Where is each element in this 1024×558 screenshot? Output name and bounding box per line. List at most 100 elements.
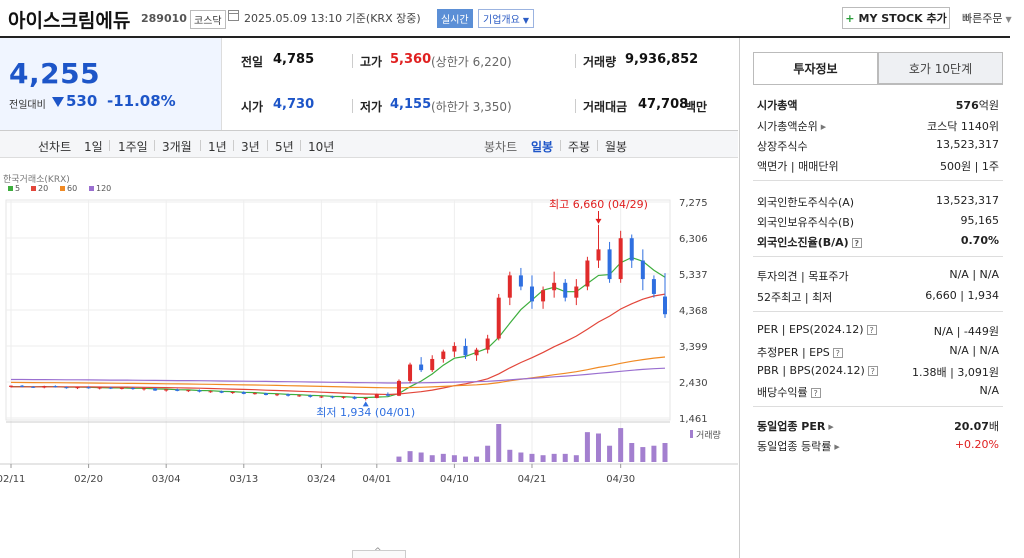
period-5y[interactable]: 5년 xyxy=(275,140,294,154)
divider xyxy=(575,99,576,113)
period-3m[interactable]: 3개월 xyxy=(162,140,192,154)
tab-invest-info[interactable]: 투자정보 xyxy=(753,52,878,84)
high-label: 고가 xyxy=(360,55,383,69)
candle-body xyxy=(507,275,512,298)
ind-per-text: 동일업종 PER xyxy=(757,420,826,433)
candle-body xyxy=(130,387,135,390)
ma-legend-label-60: 60 xyxy=(67,184,77,193)
chart-resize-handle[interactable]: ^ xyxy=(352,547,406,558)
help-icon[interactable]: ? xyxy=(866,325,877,335)
candle-body xyxy=(42,386,47,388)
x-axis: 02/11 02/20 03/04 03/13 03/24 04/01 04/10 04/21… xyxy=(0,463,738,485)
y-tick-label: 6,306 xyxy=(679,234,708,245)
tab-underline xyxy=(753,84,1003,85)
help-icon[interactable]: ? xyxy=(810,388,821,398)
volume-bar xyxy=(485,445,491,462)
candle-body xyxy=(275,394,280,396)
candle-body xyxy=(529,286,534,302)
candle-body xyxy=(164,389,169,391)
volume-bar xyxy=(474,456,480,462)
candle-body xyxy=(142,388,147,390)
company-overview-dropdown[interactable]: 기업개요 ▼ xyxy=(478,9,534,28)
period-1w[interactable]: 1주일 xyxy=(118,140,148,154)
candle-body xyxy=(629,238,634,261)
mcap-value: 576억원 xyxy=(900,97,999,113)
per-eps-value: N/A | -449원 xyxy=(933,325,999,338)
high-value: 5,360 xyxy=(390,52,432,67)
y-tick-label: 1,461 xyxy=(679,414,708,425)
opinion-label: 투자의견 xyxy=(757,270,798,283)
bps-value: 3,091원 xyxy=(957,366,999,379)
period-1y[interactable]: 1년 xyxy=(208,140,227,154)
volume-bar xyxy=(651,445,657,462)
period-daily[interactable]: 일봉 xyxy=(531,140,554,154)
period-weekly[interactable]: 주봉 xyxy=(568,140,591,154)
period-3y[interactable]: 3년 xyxy=(241,140,260,154)
help-icon[interactable]: ? xyxy=(851,238,862,248)
volume-bar xyxy=(584,432,590,462)
candle-body xyxy=(640,260,645,280)
add-mystock-button[interactable]: + MY STOCK 추가 xyxy=(842,7,950,29)
foreign-limit-value: 13,523,317 xyxy=(936,194,999,207)
price-panel xyxy=(0,38,222,130)
candle-body xyxy=(330,396,335,398)
candle-body xyxy=(485,338,490,350)
volume-bar xyxy=(451,455,457,462)
tab-orderbook[interactable]: 호가 10단계 xyxy=(878,52,1003,84)
volume-bar xyxy=(640,447,646,462)
est-per-eps-label: 추정PER | EPS? xyxy=(757,344,843,360)
triangle-right-icon[interactable]: ▶ xyxy=(828,423,834,431)
shares-value: 13,523,317 xyxy=(936,138,999,151)
realtime-button[interactable]: 실시간 xyxy=(437,9,473,28)
candle-body xyxy=(574,286,579,298)
volume-bar xyxy=(507,449,513,462)
chart-source-label: 한국거래소(KRX) xyxy=(3,174,70,185)
y-tick-label: 2,430 xyxy=(679,378,708,389)
candle-body xyxy=(408,364,413,381)
period-monthly[interactable]: 월봉 xyxy=(605,140,628,154)
w52-high-value: 6,660 xyxy=(925,289,957,302)
stock-name: 아이스크림에듀 xyxy=(8,10,131,32)
period-10y[interactable]: 10년 xyxy=(308,140,335,154)
candle-body xyxy=(463,345,468,356)
volume-bar xyxy=(518,452,524,462)
candle-body xyxy=(86,387,91,389)
bps-label: BPS(2024.12) xyxy=(789,364,865,377)
eps-label: EPS(2024.12) xyxy=(788,323,864,336)
quick-order-button[interactable]: 빠른주문 ▼ xyxy=(962,10,1012,26)
y-tick-label: 4,368 xyxy=(679,306,708,317)
volume-value: 9,936,852 xyxy=(625,52,699,67)
x-tick-label: 03/24 xyxy=(307,474,336,485)
x-tick-label: 04/10 xyxy=(440,474,469,485)
ma-legend-label-120: 120 xyxy=(96,184,111,193)
price-chart[interactable]: 한국거래소(KRX) 5 20 60 120 7,275 6,306 5,337 4,368… xyxy=(0,170,738,495)
candle-body xyxy=(175,389,180,391)
amount-label: 거래대금 xyxy=(583,100,628,114)
candle-body xyxy=(663,296,667,315)
help-icon[interactable]: ? xyxy=(832,348,843,358)
chart-grid xyxy=(5,199,671,464)
div-label: 배당수익률? xyxy=(757,384,821,400)
est-per-label: 추정PER xyxy=(757,346,799,359)
triangle-right-icon[interactable]: ▶ xyxy=(820,123,827,131)
lower-limit: (하한가 3,350) xyxy=(431,100,512,114)
foreign-hold-value: 95,165 xyxy=(960,214,1000,227)
triangle-right-icon[interactable]: ▶ xyxy=(834,443,840,451)
period-1d[interactable]: 1일 xyxy=(84,140,103,154)
candle-body xyxy=(518,275,523,287)
x-tick-label: 04/21 xyxy=(518,474,547,485)
candle-chart-label: 봉차트 xyxy=(484,140,518,154)
candle-body xyxy=(352,396,357,399)
candle-body xyxy=(618,238,623,280)
help-icon[interactable]: ? xyxy=(867,366,878,376)
w52-value: 6,660 | 1,934 xyxy=(925,289,999,302)
y-axis: 7,275 6,306 5,337 4,368 3,399 2,430 1,461 xyxy=(679,198,708,425)
mcap-rank-label: 시가총액순위 ▶ xyxy=(757,118,826,134)
x-tick-label: 03/04 xyxy=(152,474,181,485)
divider xyxy=(753,311,1003,312)
max-arrow-icon xyxy=(595,218,602,224)
div-text: 배당수익률 xyxy=(757,386,808,399)
volume-bar xyxy=(529,453,535,462)
mcap-rank-value: 코스닥 1140위 xyxy=(927,120,999,133)
ma-legend-label-5: 5 xyxy=(15,184,20,193)
